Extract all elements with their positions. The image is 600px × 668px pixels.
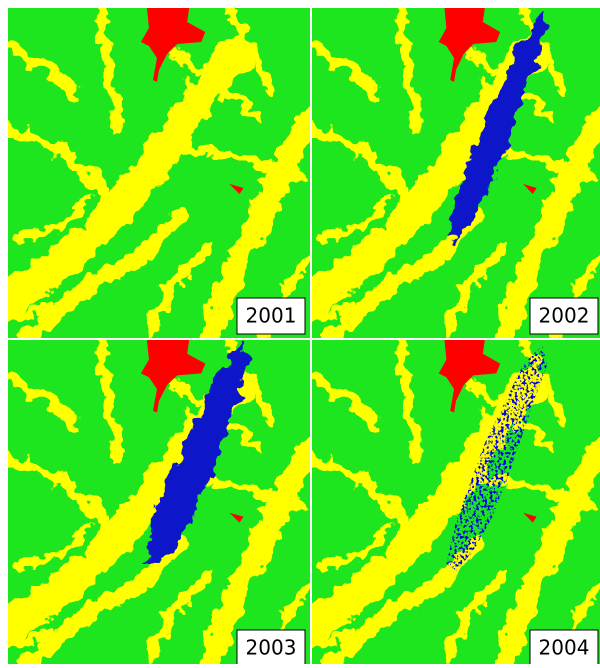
map-panel xyxy=(0,340,310,664)
year-label: 2001 xyxy=(246,304,297,328)
map-panel xyxy=(0,8,310,338)
page: 2001200220032004 (() => { const data = J… xyxy=(0,0,600,664)
map-panel xyxy=(302,8,600,338)
map-panel xyxy=(302,340,600,664)
year-label: 2004 xyxy=(539,636,590,660)
year-label: 2002 xyxy=(539,304,590,328)
year-label: 2003 xyxy=(246,636,297,660)
map-grid: 2001 2002 2003 2004 xyxy=(0,0,600,664)
